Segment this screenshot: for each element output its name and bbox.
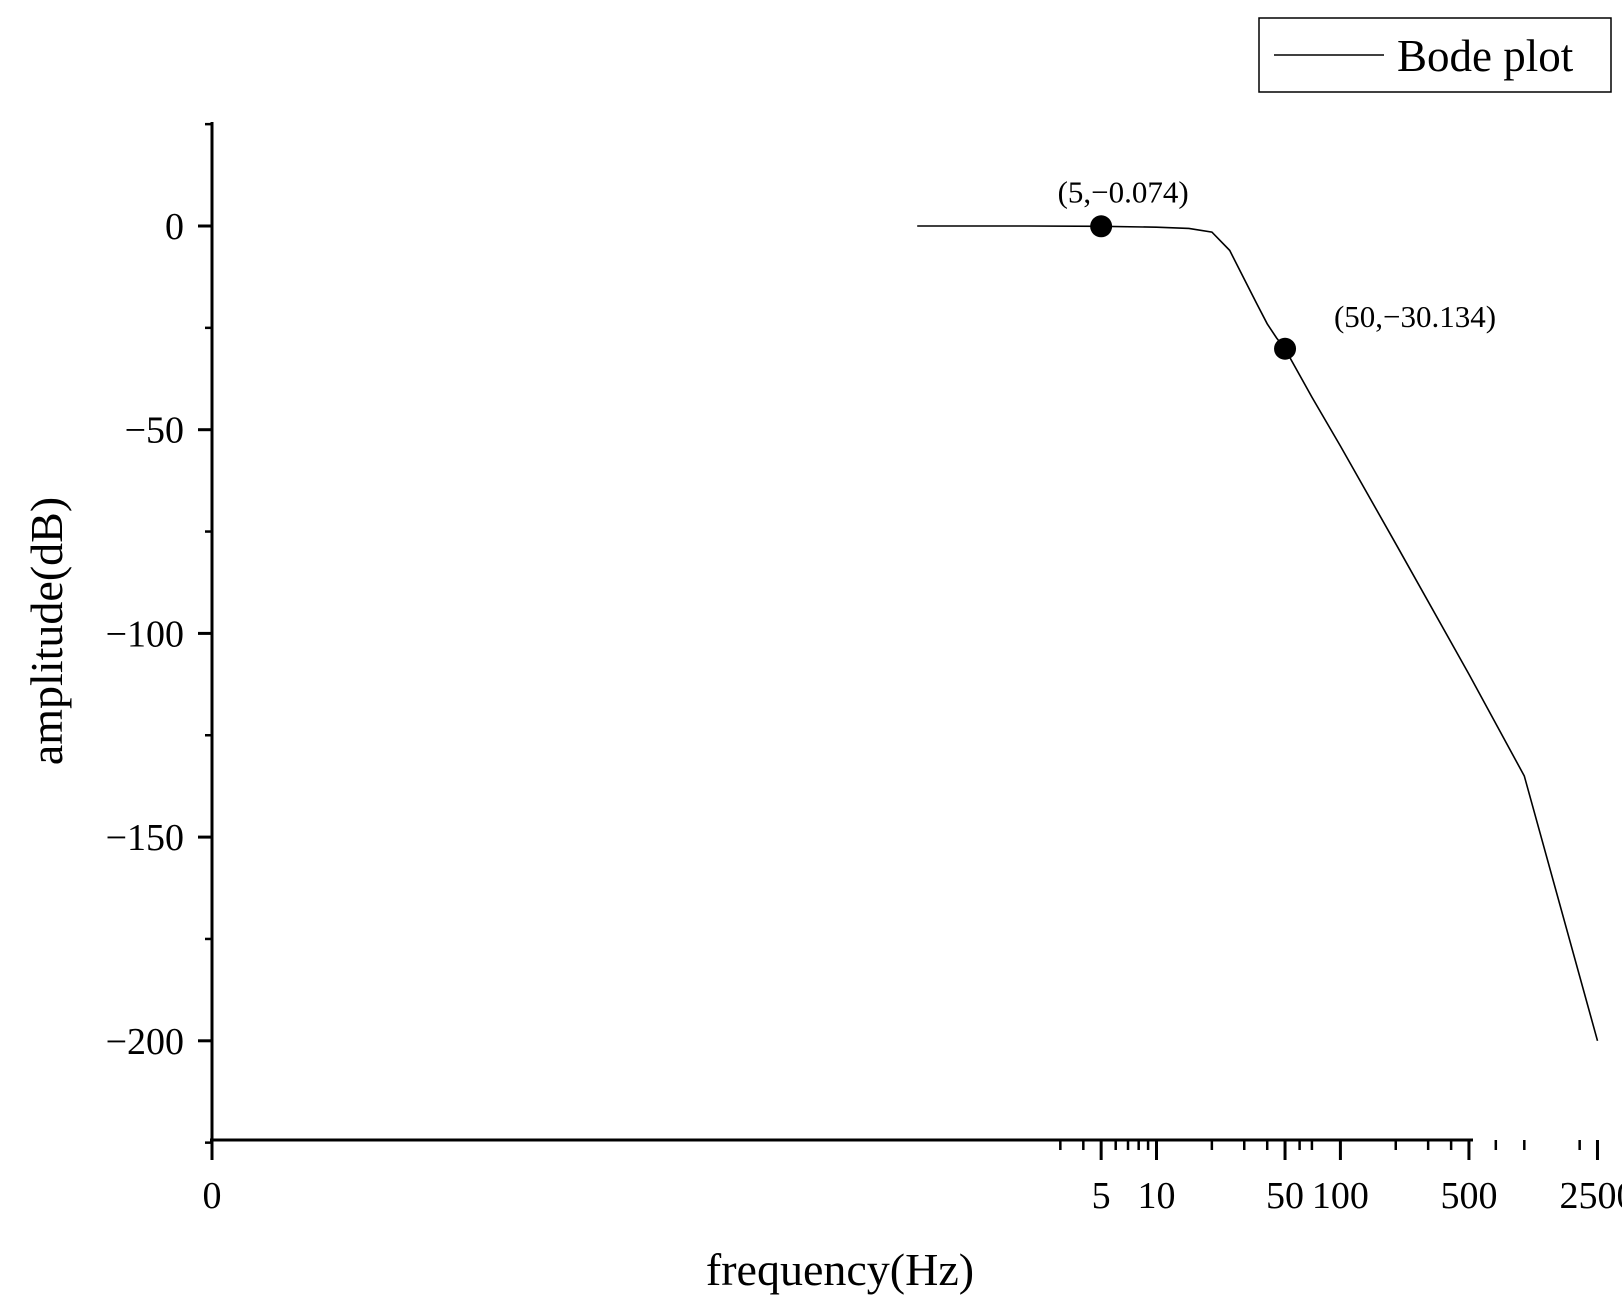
legend: Bode plot	[1258, 17, 1612, 93]
x-tick-label: 50	[1266, 1175, 1304, 1217]
y-ticks: 0 −50 −100 −150 −200	[106, 122, 212, 1144]
annotation-point	[1090, 215, 1113, 238]
x-tick-label: 10	[1138, 1175, 1176, 1217]
x-tick-label: 0	[203, 1175, 222, 1217]
annotations: (5,−0.074) (50,−30.134)	[1058, 174, 1496, 360]
y-axis-title: amplitude(dB)	[21, 497, 72, 765]
y-tick-label: −100	[106, 613, 184, 655]
x-tick-label: 100	[1312, 1175, 1369, 1217]
annotation-label: (50,−30.134)	[1334, 299, 1496, 334]
x-tick-label: 500	[1440, 1175, 1497, 1217]
legend-label: Bode plot	[1397, 31, 1574, 81]
x-tick-label: 5	[1092, 1175, 1111, 1217]
annotation-point	[1274, 337, 1297, 360]
x-tick-label: 2500	[1559, 1175, 1622, 1217]
series-line	[917, 225, 1599, 1042]
y-tick-label: −200	[106, 1021, 184, 1063]
y-tick-label: −50	[125, 410, 184, 452]
y-tick-label: −150	[106, 817, 184, 859]
annotation-label: (5,−0.074)	[1058, 174, 1189, 209]
x-axis-title: frequency(Hz)	[706, 1244, 974, 1295]
y-tick-label: 0	[165, 206, 184, 248]
